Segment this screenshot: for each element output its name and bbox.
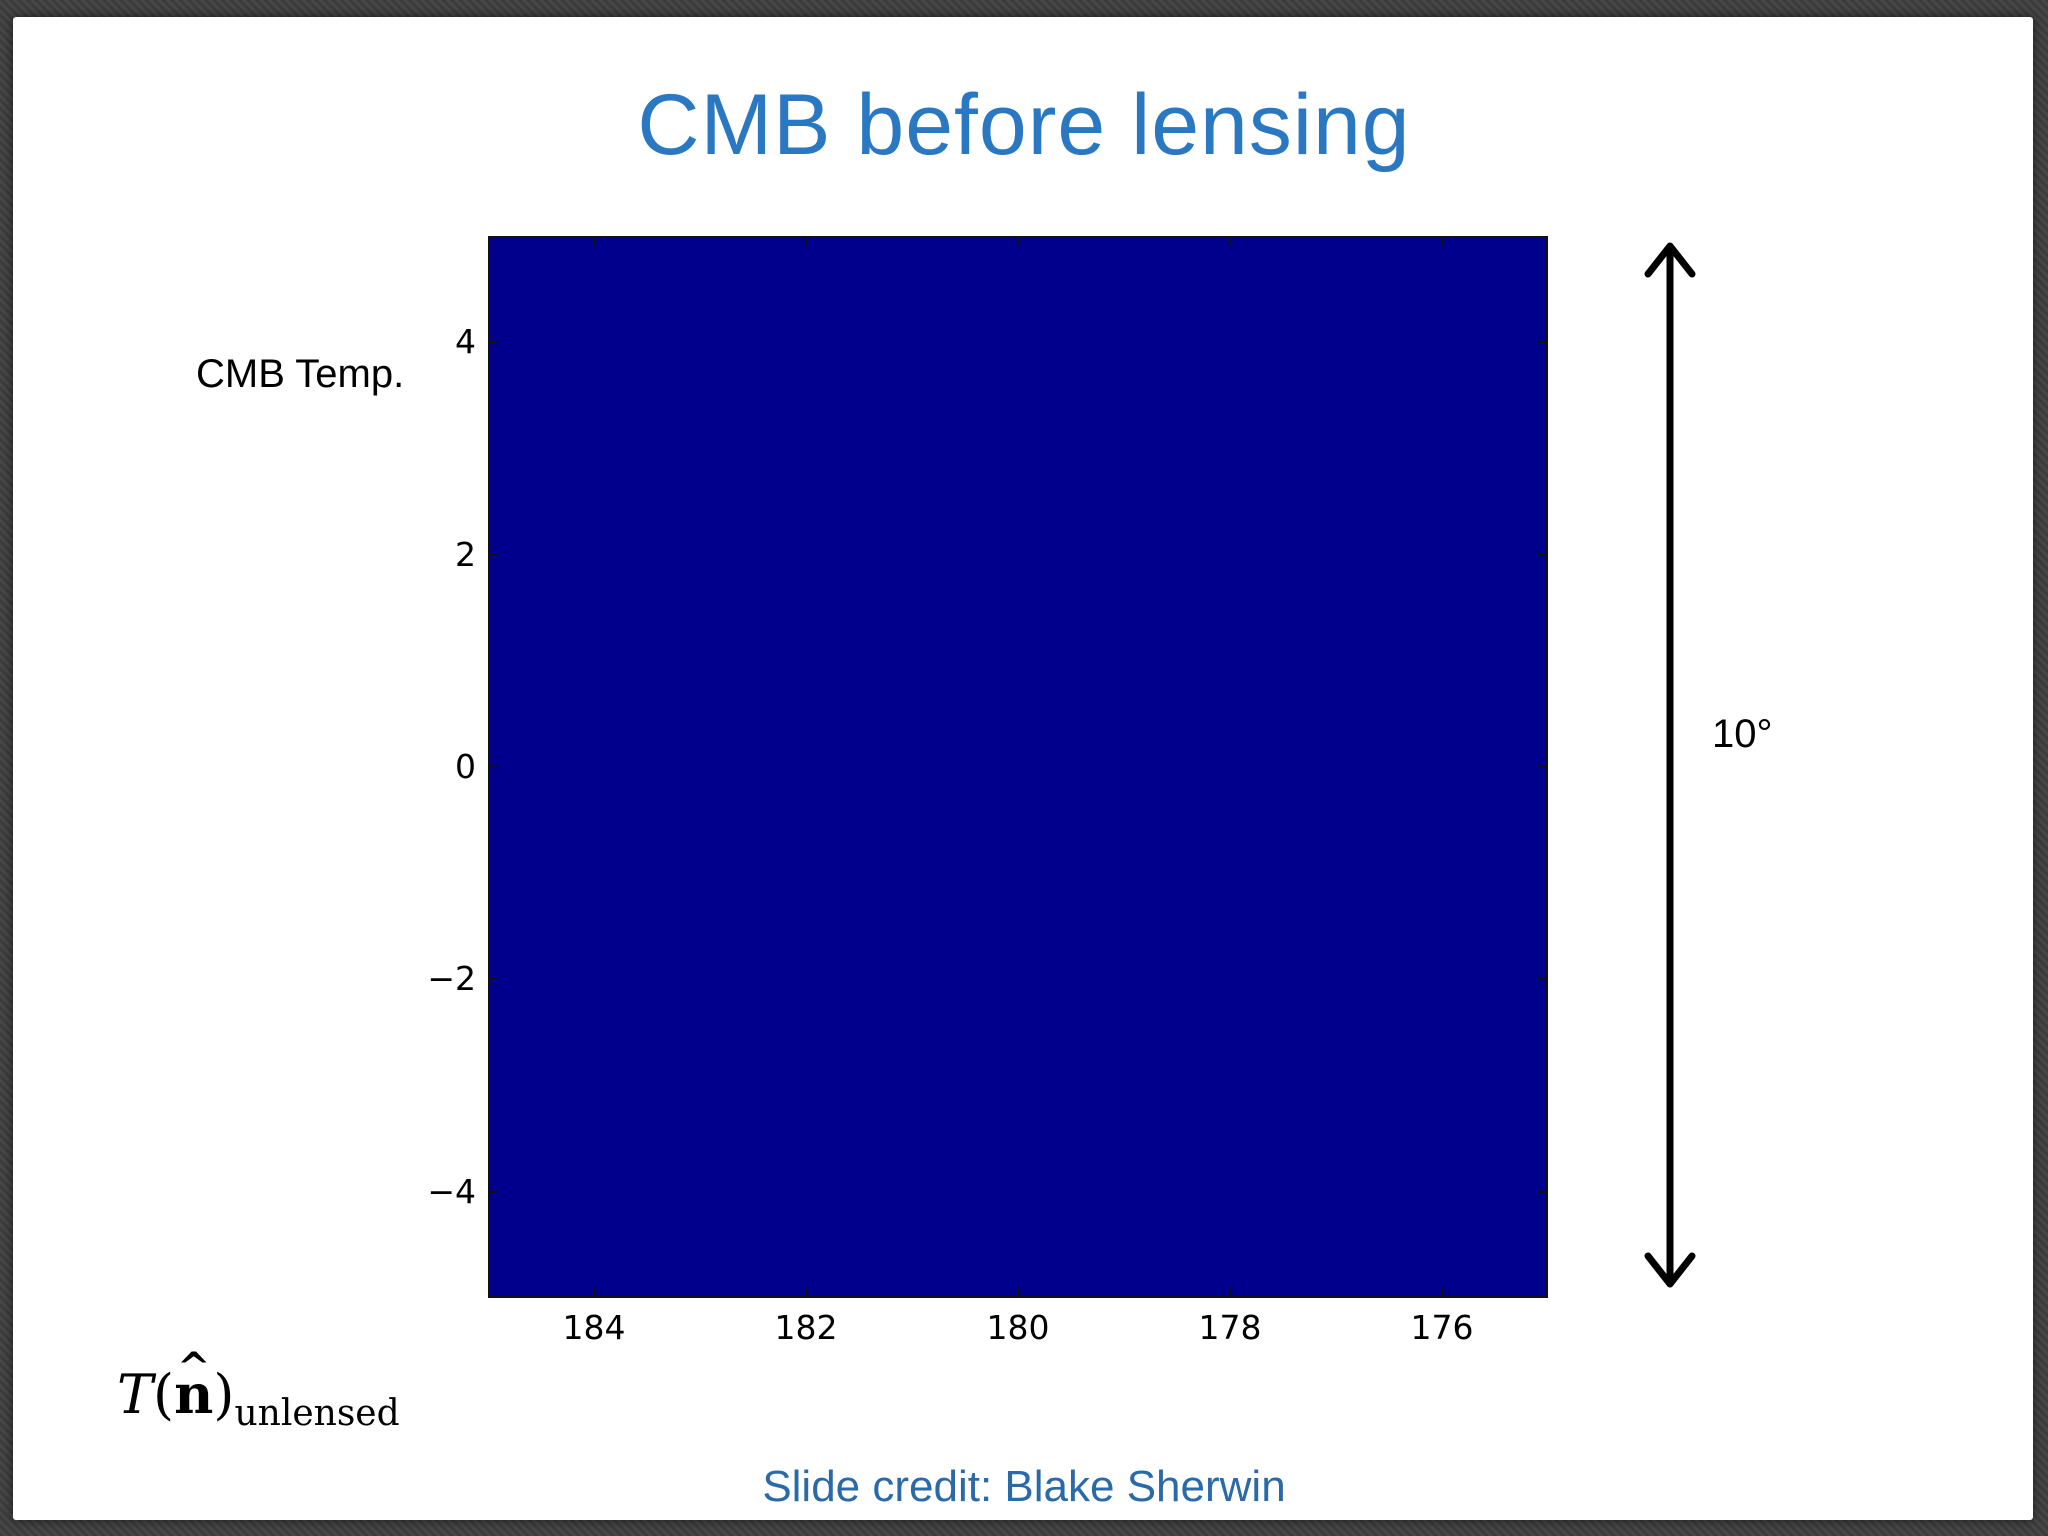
x-tick-label: 182	[774, 1308, 838, 1347]
formula-open-paren: (	[153, 1363, 175, 1426]
y-tick-mark-left	[488, 341, 498, 344]
formula-unit-vector: ^ n	[174, 1344, 214, 1426]
x-tick-mark-top	[1229, 236, 1231, 246]
heatmap-svg	[490, 238, 1546, 1296]
y-tick-mark-left	[488, 553, 498, 556]
y-tick-label: −2	[427, 959, 476, 999]
y-tick-mark-right	[1538, 1190, 1548, 1193]
x-tick-mark-bottom	[805, 1288, 807, 1298]
formula-subscript: unlensed	[234, 1393, 400, 1434]
x-tick-mark-top	[1017, 236, 1019, 246]
slide-title: CMB before lensing	[637, 77, 1411, 173]
x-tick-mark-bottom	[593, 1288, 595, 1298]
y-tick-mark-right	[1538, 978, 1548, 981]
x-tick-mark-bottom	[1441, 1288, 1443, 1298]
y-tick-mark-right	[1538, 553, 1548, 556]
formula-close-paren: )	[213, 1363, 235, 1426]
vertical-span-arrow	[1644, 242, 1696, 1288]
span-10deg-label: 10°	[1712, 712, 1773, 756]
x-tick-mark-top	[593, 236, 595, 246]
y-tick-mark-right	[1538, 766, 1548, 768]
y-tick-mark-right	[1538, 341, 1548, 344]
y-tick-label: 2	[455, 534, 476, 574]
y-tick-mark-left	[488, 978, 498, 981]
formula-hat: ^	[176, 1344, 211, 1391]
cmb-temp-label: CMB Temp.	[196, 352, 405, 396]
y-tick-mark-left	[488, 1190, 498, 1193]
x-tick-label: 180	[986, 1308, 1050, 1347]
x-tick-label: 178	[1198, 1308, 1262, 1347]
slide-credit: Slide credit: Blake Sherwin	[762, 1462, 1286, 1511]
x-tick-label: 184	[562, 1308, 626, 1347]
y-tick-label: 4	[455, 322, 476, 362]
arrow-head-up	[1644, 242, 1696, 278]
y-tick-label: −4	[427, 1171, 476, 1211]
heatmap-plot	[488, 236, 1548, 1298]
formula-vector: n	[174, 1362, 214, 1426]
y-tick-mark-left	[488, 766, 498, 768]
x-tick-mark-top	[1441, 236, 1443, 246]
heatmap-field	[490, 238, 1546, 1296]
arrow-head-down	[1644, 1252, 1696, 1288]
x-tick-mark-top	[805, 236, 807, 246]
y-tick-label: 0	[455, 747, 476, 786]
formula-symbol: T	[117, 1363, 154, 1426]
x-tick-mark-bottom	[1229, 1288, 1231, 1298]
formula-unlensed-temperature: T(^ n)unlensed	[117, 1344, 400, 1434]
x-tick-label: 176	[1410, 1308, 1474, 1347]
x-tick-mark-bottom	[1017, 1288, 1019, 1298]
